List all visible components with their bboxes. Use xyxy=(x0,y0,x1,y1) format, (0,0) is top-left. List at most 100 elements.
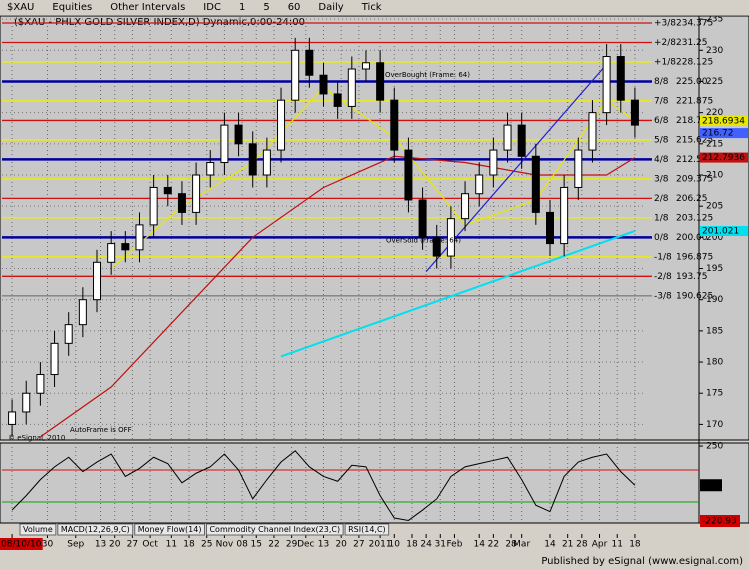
toolbar-button[interactable]: Tick xyxy=(361,2,382,13)
level-name: 0/8 xyxy=(654,233,669,243)
y-tick-label: 170 xyxy=(706,420,723,430)
y-tick-label: 190 xyxy=(706,295,723,305)
y-tick-label: 175 xyxy=(706,389,723,399)
x-tick-label: Mar xyxy=(513,540,530,550)
candle-body xyxy=(333,93,342,107)
x-tick-label: 13 xyxy=(95,540,106,550)
price-flag xyxy=(700,225,748,236)
x-tick-label: 10 xyxy=(389,540,401,550)
level-value: 193.75 xyxy=(676,272,708,282)
candle-body xyxy=(602,56,611,114)
indicator-tab[interactable] xyxy=(134,523,205,536)
candle-body xyxy=(517,124,526,157)
level-name: 1/8 xyxy=(654,213,669,223)
candle-body xyxy=(461,193,470,220)
candle-body xyxy=(418,199,427,238)
level-name: 5/8 xyxy=(654,135,669,145)
level-value: 228.125 xyxy=(676,57,713,67)
level-value: 225.00 xyxy=(676,77,708,87)
y-tick-label: 200 xyxy=(706,233,723,243)
candle-body xyxy=(531,155,540,213)
annotation: AutoFrame is OFF xyxy=(70,426,132,434)
candle-body xyxy=(22,392,31,413)
level-value: 209.375 xyxy=(676,174,713,184)
level-name: 4/8 xyxy=(654,155,669,165)
toolbar-button[interactable]: Equities xyxy=(52,2,93,13)
level-value: 206.25 xyxy=(676,194,708,204)
indicator-tab[interactable] xyxy=(205,523,344,536)
y-tick-label: 215 xyxy=(706,139,723,149)
indicator-tab-label: Commodity Channel Index(23,C) xyxy=(209,525,340,534)
x-tick-label: 22 xyxy=(268,540,279,550)
toolbar-button[interactable]: IDC xyxy=(203,2,221,13)
indicator-tab[interactable] xyxy=(19,523,57,536)
toolbar-button[interactable]: 60 xyxy=(287,2,301,13)
x-tick-label: 14 xyxy=(544,540,556,550)
candle-body xyxy=(630,99,639,126)
x-tick-label: 29 xyxy=(286,540,298,550)
candle-body xyxy=(475,174,484,195)
level-name: -2/8 xyxy=(654,272,672,282)
level-value: 221.875 xyxy=(676,96,713,106)
y-tick-label: 225 xyxy=(706,77,723,87)
x-tick-label: 14 xyxy=(473,540,485,550)
toolbar-button[interactable]: Other Intervals xyxy=(110,2,186,13)
candle-body xyxy=(206,162,215,176)
level-name: 7/8 xyxy=(654,96,669,106)
toolbar-button[interactable]: $XAU xyxy=(7,2,35,13)
level-value: 203.125 xyxy=(676,213,713,223)
overlay-line xyxy=(40,155,636,438)
toolbar-button[interactable]: Daily xyxy=(318,2,344,13)
x-tick-label: 13 xyxy=(318,540,329,550)
candle-body xyxy=(93,261,102,301)
y-tick-label: 205 xyxy=(706,202,723,212)
candle-body xyxy=(177,193,186,213)
annotation: OverSold (Frame: 64) xyxy=(386,236,461,244)
overlay-line xyxy=(425,59,611,273)
price-panel xyxy=(0,16,749,441)
x-tick-label: 22 xyxy=(488,540,499,550)
candle-body xyxy=(376,62,385,101)
candle-body xyxy=(192,174,201,213)
value-flag-label: 4.96 xyxy=(702,481,722,491)
level-value: 215.625 xyxy=(676,135,713,145)
candle-body xyxy=(149,186,158,226)
level-value: 231.25 xyxy=(676,38,708,48)
value-flag-label: -220.93 xyxy=(702,517,737,527)
candle-body xyxy=(163,186,172,195)
candle-body xyxy=(220,124,229,164)
candle-body xyxy=(588,112,597,151)
price-flag-label: 201.021 xyxy=(702,226,739,236)
price-flag xyxy=(700,115,748,126)
level-name: 6/8 xyxy=(654,116,669,126)
level-name: 8/8 xyxy=(654,77,669,87)
x-tick-label: 31 xyxy=(435,540,446,550)
toolbar-button[interactable]: 1 xyxy=(238,2,246,13)
x-tick-label: 18 xyxy=(406,540,418,550)
candle-body xyxy=(78,299,87,326)
price-flag xyxy=(700,152,748,163)
level-name: +2/8 xyxy=(654,38,676,48)
x-tick-label: 15 xyxy=(251,540,262,550)
indicator-tab[interactable] xyxy=(344,523,390,536)
y-tick-label: 220 xyxy=(706,108,723,118)
price-flag xyxy=(700,128,748,139)
x-tick-label: 20 xyxy=(335,540,347,550)
x-tick-label: Dec xyxy=(297,540,314,550)
y-tick-label: 195 xyxy=(706,264,723,274)
x-tick-label: 11 xyxy=(166,540,177,550)
candle-body xyxy=(107,243,116,263)
candle-body xyxy=(560,186,569,245)
candle-body xyxy=(50,342,59,376)
x-tick-label: Feb xyxy=(446,540,462,550)
x-tick-label: Nov xyxy=(216,540,234,550)
indicator-tab-label: Volume xyxy=(23,525,53,534)
toolbar-button[interactable]: 5 xyxy=(263,2,270,13)
chart: ($XAU - PHLX GOLD SILVER INDEX,D) Dynami… xyxy=(0,16,749,550)
indicator-tab[interactable] xyxy=(57,523,134,536)
x-tick-label: 08/10/10 xyxy=(1,540,42,550)
x-tick-label: Apr xyxy=(592,540,608,550)
x-tick-label: 28 xyxy=(505,540,517,550)
indicator-panel xyxy=(0,442,749,524)
